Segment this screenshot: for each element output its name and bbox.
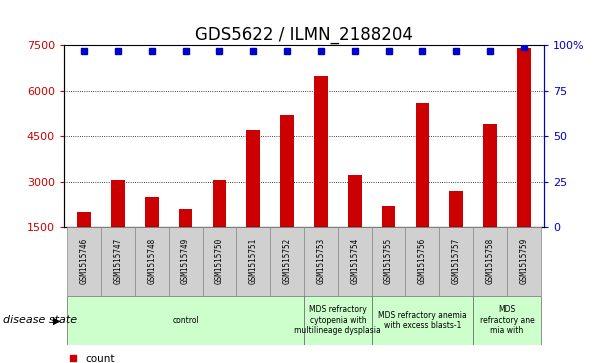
Bar — [517, 48, 531, 272]
Text: control: control — [172, 316, 199, 325]
FancyBboxPatch shape — [338, 227, 371, 296]
Text: GSM1515751: GSM1515751 — [249, 238, 258, 285]
Bar — [449, 191, 463, 272]
Bar — [246, 130, 260, 272]
Text: GSM1515757: GSM1515757 — [452, 238, 461, 285]
Text: GSM1515758: GSM1515758 — [486, 238, 494, 285]
FancyBboxPatch shape — [67, 296, 304, 345]
Text: GSM1515746: GSM1515746 — [80, 238, 89, 285]
Text: GSM1515747: GSM1515747 — [114, 238, 122, 285]
Text: GSM1515753: GSM1515753 — [316, 238, 325, 285]
Bar — [483, 124, 497, 272]
FancyBboxPatch shape — [473, 227, 507, 296]
Text: GSM1515759: GSM1515759 — [519, 238, 528, 285]
Bar — [280, 115, 294, 272]
FancyBboxPatch shape — [67, 227, 101, 296]
Text: MDS
refractory ane
mia with: MDS refractory ane mia with — [480, 305, 534, 335]
FancyBboxPatch shape — [135, 227, 168, 296]
Text: GSM1515754: GSM1515754 — [350, 238, 359, 285]
Text: GSM1515748: GSM1515748 — [147, 238, 156, 285]
Bar — [77, 212, 91, 272]
Text: GSM1515749: GSM1515749 — [181, 238, 190, 285]
Text: ▶: ▶ — [53, 315, 60, 325]
Bar — [416, 103, 429, 272]
FancyBboxPatch shape — [507, 227, 541, 296]
FancyBboxPatch shape — [202, 227, 237, 296]
Text: GSM1515756: GSM1515756 — [418, 238, 427, 285]
Bar — [314, 76, 328, 272]
Text: disease state: disease state — [3, 315, 77, 325]
Text: GSM1515755: GSM1515755 — [384, 238, 393, 285]
FancyBboxPatch shape — [473, 296, 541, 345]
FancyBboxPatch shape — [371, 227, 406, 296]
FancyBboxPatch shape — [406, 227, 440, 296]
Bar — [145, 197, 159, 272]
Bar — [213, 180, 226, 272]
FancyBboxPatch shape — [168, 227, 202, 296]
FancyBboxPatch shape — [304, 227, 338, 296]
Bar — [179, 209, 192, 272]
Title: GDS5622 / ILMN_2188204: GDS5622 / ILMN_2188204 — [195, 26, 413, 44]
FancyBboxPatch shape — [440, 227, 473, 296]
Bar — [111, 180, 125, 272]
FancyBboxPatch shape — [371, 296, 473, 345]
Text: GSM1515750: GSM1515750 — [215, 238, 224, 285]
FancyBboxPatch shape — [101, 227, 135, 296]
Bar — [382, 206, 395, 272]
Text: MDS refractory
cytopenia with
multilineage dysplasia: MDS refractory cytopenia with multilinea… — [294, 305, 381, 335]
Bar — [348, 175, 362, 272]
Text: GSM1515752: GSM1515752 — [283, 238, 292, 285]
FancyBboxPatch shape — [304, 296, 371, 345]
Text: MDS refractory anemia
with excess blasts-1: MDS refractory anemia with excess blasts… — [378, 311, 467, 330]
FancyBboxPatch shape — [237, 227, 270, 296]
Legend: count, percentile rank within the sample: count, percentile rank within the sample — [69, 354, 261, 363]
FancyBboxPatch shape — [270, 227, 304, 296]
